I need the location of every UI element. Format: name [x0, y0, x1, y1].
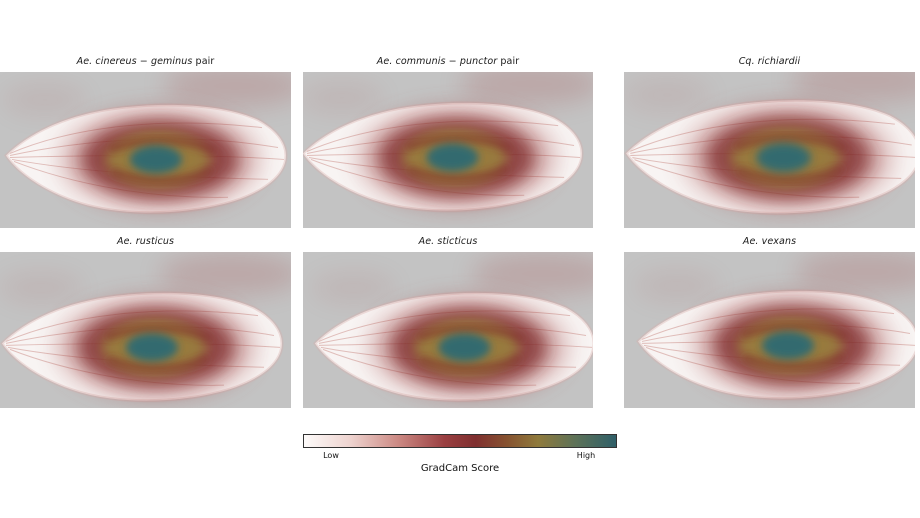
wing-heatmap-panel-communis-punctor	[303, 72, 593, 228]
panel-title-rusticus: Ae. rusticus	[0, 235, 291, 248]
panel-title-cinereus-geminus: Ae. cinereus − geminus pair	[0, 55, 291, 68]
title-suffix: pair	[497, 56, 520, 67]
wing-heatmap-panel-rusticus	[0, 252, 291, 408]
species-name: Ae. sticticus	[418, 236, 478, 247]
panel-title-vexans: Ae. vexans	[624, 235, 915, 248]
colorbar-tick-high: High	[576, 451, 596, 460]
colorbar	[303, 434, 617, 448]
species-name: Ae. vexans	[742, 236, 797, 247]
panel-title-communis-punctor: Ae. communis − punctor pair	[303, 55, 593, 68]
colorbar-tick-low: Low	[323, 451, 339, 460]
colorbar-gradient	[304, 435, 616, 447]
species-name: Cq. richiardii	[738, 56, 801, 67]
wing-heatmap-panel-sticticus	[303, 252, 593, 408]
colorbar-caption: GradCam Score	[420, 463, 500, 474]
species-name: Ae. rusticus	[116, 236, 175, 247]
species-name: Ae. cinereus − geminus	[76, 56, 193, 67]
panel-title-sticticus: Ae. sticticus	[303, 235, 593, 248]
wing-heatmap-panel-richiardii	[624, 72, 915, 228]
wing-heatmap-panel-vexans	[624, 252, 915, 408]
species-name: Ae. communis − punctor	[376, 56, 498, 67]
wing-heatmap-panel-cinereus-geminus	[0, 72, 291, 228]
panel-title-richiardii: Cq. richiardii	[624, 55, 915, 68]
title-suffix: pair	[192, 56, 215, 67]
